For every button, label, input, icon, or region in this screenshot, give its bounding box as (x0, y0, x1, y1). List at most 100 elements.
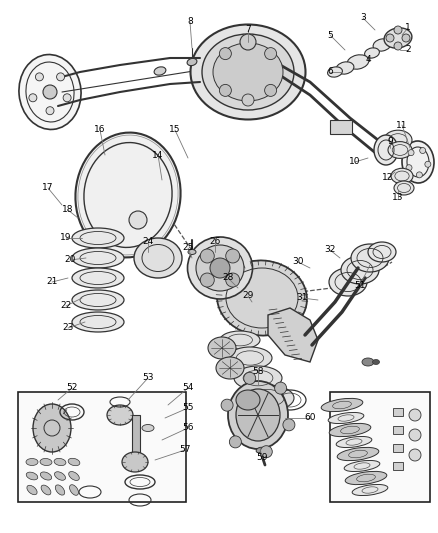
Circle shape (29, 94, 37, 102)
Text: 25: 25 (182, 244, 194, 253)
Text: 59: 59 (256, 454, 268, 463)
Ellipse shape (213, 43, 283, 101)
Text: 22: 22 (60, 302, 72, 311)
Ellipse shape (321, 398, 363, 411)
Text: 16: 16 (94, 125, 106, 134)
Ellipse shape (202, 34, 294, 110)
Text: 10: 10 (349, 157, 361, 166)
Circle shape (46, 107, 54, 115)
Circle shape (409, 409, 421, 421)
Ellipse shape (33, 404, 71, 452)
Ellipse shape (40, 472, 52, 480)
Ellipse shape (362, 358, 374, 366)
Circle shape (129, 211, 147, 229)
Circle shape (408, 150, 414, 156)
Text: 9: 9 (387, 138, 393, 147)
Circle shape (240, 34, 256, 50)
Ellipse shape (391, 168, 413, 184)
Ellipse shape (329, 423, 371, 437)
Ellipse shape (55, 485, 65, 495)
Bar (330, 392, 430, 502)
Ellipse shape (336, 437, 372, 448)
Ellipse shape (26, 472, 38, 480)
Text: 52: 52 (66, 384, 78, 392)
Ellipse shape (328, 413, 364, 424)
Text: 12: 12 (382, 174, 394, 182)
Ellipse shape (220, 331, 260, 349)
Circle shape (406, 165, 412, 171)
Text: 3: 3 (360, 13, 366, 22)
Circle shape (265, 47, 277, 60)
Polygon shape (268, 308, 318, 362)
Circle shape (394, 42, 402, 50)
Ellipse shape (122, 452, 148, 472)
Text: 58: 58 (252, 367, 264, 376)
Ellipse shape (19, 54, 81, 130)
Ellipse shape (196, 245, 244, 291)
Text: 7: 7 (245, 26, 251, 35)
Text: 1: 1 (405, 23, 411, 33)
Circle shape (386, 34, 394, 42)
Ellipse shape (344, 461, 380, 472)
Text: 20: 20 (64, 255, 76, 264)
Text: 21: 21 (46, 278, 58, 287)
Circle shape (200, 273, 214, 287)
Ellipse shape (336, 62, 354, 74)
Ellipse shape (68, 458, 80, 466)
Ellipse shape (187, 59, 197, 66)
Text: 55: 55 (182, 403, 194, 413)
Ellipse shape (394, 181, 414, 195)
Text: 29: 29 (242, 292, 254, 301)
Ellipse shape (228, 347, 272, 369)
Text: 18: 18 (62, 206, 74, 214)
Polygon shape (200, 30, 290, 112)
Text: 19: 19 (60, 233, 72, 243)
Text: 30: 30 (292, 257, 304, 266)
Circle shape (63, 94, 71, 102)
Ellipse shape (54, 472, 66, 480)
Text: 56: 56 (182, 424, 194, 432)
Circle shape (35, 73, 43, 81)
Ellipse shape (72, 268, 124, 288)
Circle shape (394, 26, 402, 34)
Ellipse shape (328, 67, 343, 77)
Text: 2: 2 (405, 45, 411, 54)
Circle shape (226, 273, 240, 287)
Ellipse shape (75, 133, 180, 257)
Text: 28: 28 (223, 273, 234, 282)
Bar (132, 415, 140, 455)
Ellipse shape (72, 228, 124, 248)
Text: 17: 17 (42, 183, 54, 192)
Circle shape (43, 85, 57, 99)
Bar (330, 120, 352, 134)
Ellipse shape (236, 389, 280, 441)
Ellipse shape (341, 256, 379, 284)
Circle shape (221, 399, 233, 411)
Text: 14: 14 (152, 150, 164, 159)
Circle shape (409, 449, 421, 461)
Ellipse shape (40, 458, 52, 465)
Text: 31: 31 (296, 294, 308, 303)
Text: 4: 4 (365, 55, 371, 64)
Text: 26: 26 (209, 238, 221, 246)
Ellipse shape (187, 237, 252, 299)
Ellipse shape (72, 248, 124, 268)
Circle shape (260, 446, 272, 458)
Circle shape (275, 382, 286, 394)
Ellipse shape (26, 458, 38, 465)
Text: 54: 54 (182, 384, 194, 392)
Text: 5: 5 (327, 30, 333, 39)
Ellipse shape (41, 485, 51, 495)
Text: 32: 32 (324, 246, 336, 254)
Ellipse shape (70, 484, 78, 495)
Text: 11: 11 (396, 120, 408, 130)
Circle shape (402, 34, 410, 42)
Bar (393, 408, 403, 416)
Ellipse shape (154, 67, 166, 75)
Circle shape (242, 94, 254, 106)
Text: 24: 24 (142, 238, 154, 246)
Text: 6: 6 (327, 68, 333, 77)
Circle shape (230, 436, 241, 448)
Ellipse shape (256, 447, 264, 453)
Text: 8: 8 (187, 18, 193, 27)
